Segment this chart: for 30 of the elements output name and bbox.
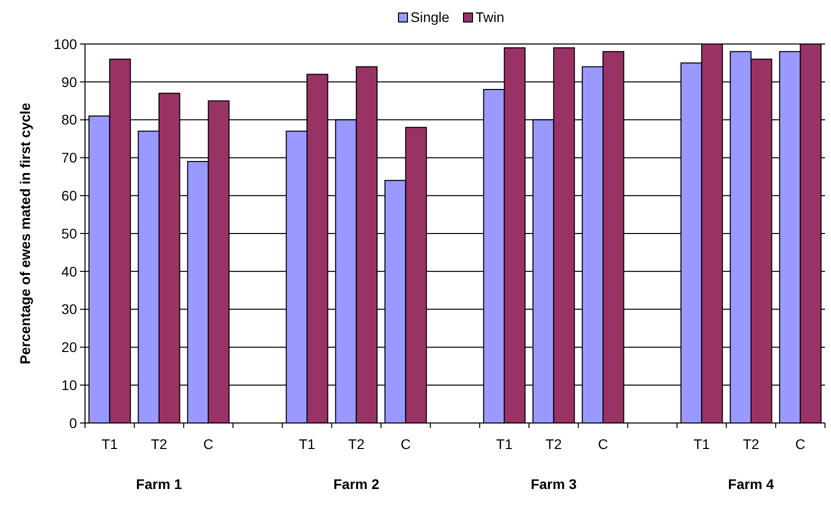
y-tick-label: 30 [61,301,78,318]
y-tick-label: 20 [61,339,78,356]
legend-label: Twin [476,9,504,25]
x-tick-label: C [598,436,608,452]
x-tick-label: C [203,436,214,452]
y-axis-title: Percentage of ewes mated in first cycle [17,102,33,364]
legend-label: Single [410,9,450,25]
text: Farm 2 [333,476,380,492]
x-tick-label: C [795,436,806,452]
x-tick-label: T1 [101,436,118,452]
x-tick-label: T2 [742,436,760,452]
x-tick-label: T1 [496,436,513,452]
x-tick-label: T1 [298,436,316,452]
y-tick-label: 70 [61,150,78,166]
text: Farm 1 [136,476,182,492]
x-tick-label: T2 [545,436,562,452]
y-tick-label: 40 [61,263,78,280]
y-tick-label: 90 [61,74,78,90]
text: Farm 4 [728,476,774,492]
x-tick-label: C [400,436,411,452]
x-tick-label: T1 [693,436,710,452]
y-tick-label: 80 [61,112,78,128]
y-tick-label: 60 [61,188,78,204]
y-tick-label: 50 [61,225,78,242]
text: Farm 3 [530,476,577,492]
y-tick-label: 0 [69,414,78,431]
x-tick-label: T2 [150,436,168,452]
y-tick-label: 10 [61,377,78,393]
x-tick-label: T2 [348,436,365,452]
y-tick-label: 100 [54,36,78,52]
